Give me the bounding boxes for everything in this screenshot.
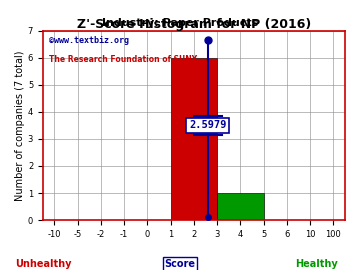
Text: Score: Score [165,259,195,269]
Text: 2.5979: 2.5979 [189,120,226,130]
Text: Unhealthy: Unhealthy [15,259,71,269]
Bar [171,58,217,220]
Text: ©www.textbiz.org: ©www.textbiz.org [49,36,129,45]
Text: Healthy: Healthy [296,259,338,269]
Y-axis label: Number of companies (7 total): Number of companies (7 total) [15,50,25,201]
Text: Industry: Paper Products: Industry: Paper Products [102,18,258,28]
Title: Z'-Score Histogram for NP (2016): Z'-Score Histogram for NP (2016) [77,18,311,31]
Bar [217,193,264,220]
Text: The Research Foundation of SUNY: The Research Foundation of SUNY [49,55,197,64]
